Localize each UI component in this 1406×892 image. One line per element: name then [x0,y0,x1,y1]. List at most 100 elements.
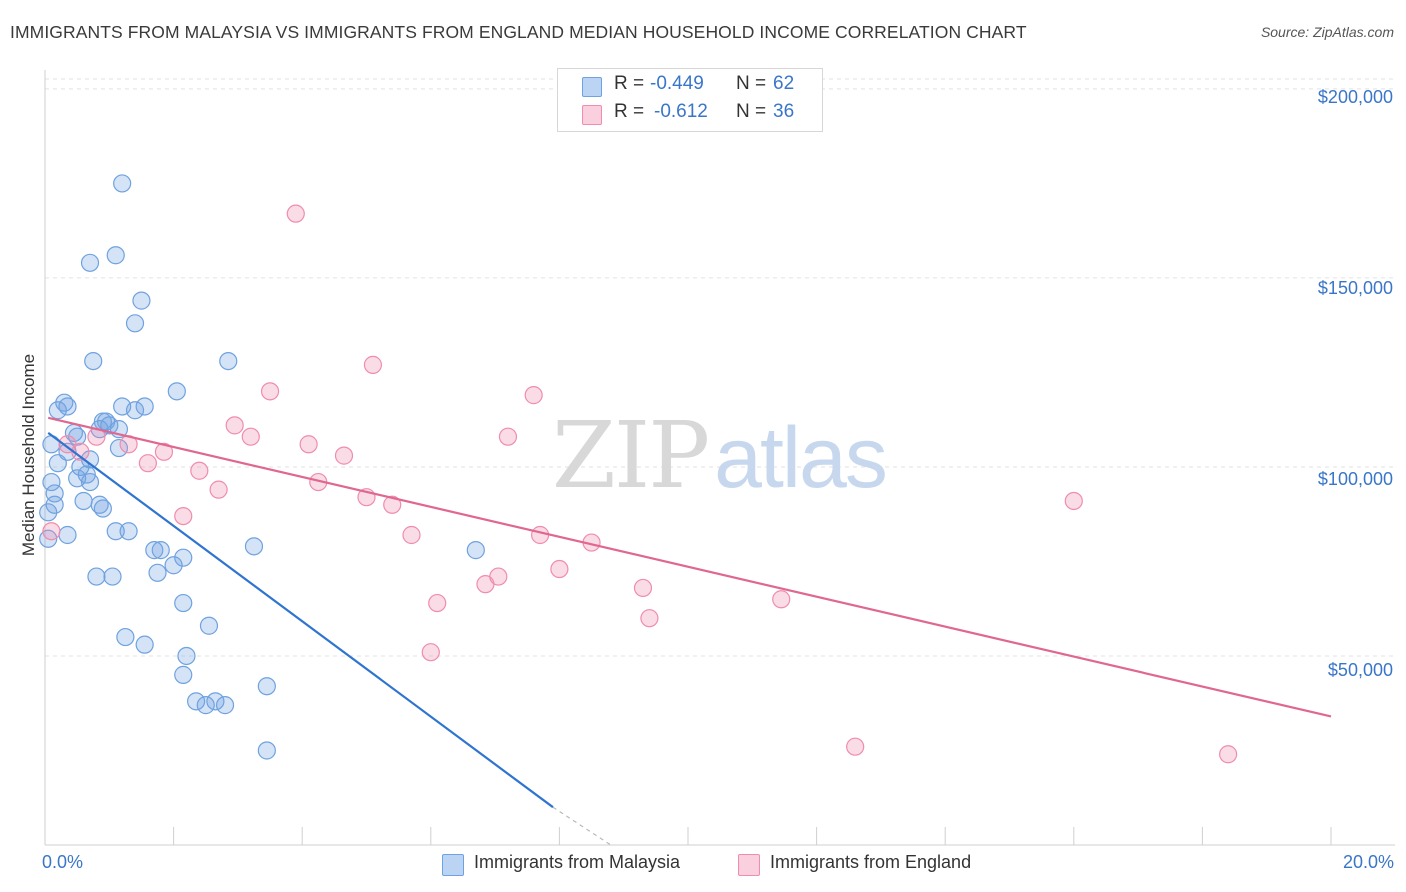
data-point [244,537,264,556]
data-point [154,442,174,461]
data-point [148,563,167,582]
data-point [42,522,61,541]
data-point [119,522,138,541]
data-point [524,386,543,405]
y-axis-label: Median Household Income [19,353,38,557]
data-point [80,253,100,272]
stats-r-label: R = [614,73,645,94]
data-point [125,401,145,420]
stats-r-value: -0.612 [654,101,708,122]
data-point [383,495,402,514]
data-point [45,484,64,503]
data-point [846,737,865,756]
stats-n-value: 36 [773,101,795,122]
chart-title: IMMIGRANTS FROM MALAYSIA VS IMMIGRANTS F… [10,22,1027,42]
stats-n-label: N = [736,101,767,122]
y-tick-label: $50,000 [1327,660,1393,680]
trend-line-extension [552,806,612,846]
data-point [113,174,132,193]
data-point [132,291,151,310]
data-point [772,590,791,609]
data-point [466,541,485,560]
y-tick-label: $150,000 [1317,278,1393,298]
data-point [135,397,154,416]
data-point [199,616,219,635]
stats-r-label: R = [614,101,645,122]
data-point [135,635,154,654]
data-point [42,435,61,454]
x-tick-label-min: 0.0% [42,852,84,872]
legend-label: Immigrants from England [770,852,972,872]
data-point [206,692,225,711]
data-point [363,355,383,374]
data-point [334,446,354,465]
data-point [100,416,119,435]
data-point [80,450,100,469]
data-point [138,454,157,473]
data-point [103,567,122,586]
watermark-atlas: atlas [714,410,888,506]
data-point [84,351,103,371]
data-point [125,314,145,333]
data-point [421,643,440,662]
data-point [174,548,193,567]
stats-r-value: -0.449 [650,73,704,94]
x-tick-label-max: 20.0% [1342,852,1394,872]
trend-line [47,432,554,809]
data-point [196,696,215,715]
data-point [58,525,77,545]
data-point [106,246,125,265]
data-point [48,454,67,473]
data-point [531,525,550,545]
data-point [402,525,421,545]
data-point [58,397,77,416]
data-point [1064,491,1083,511]
data-point [219,351,238,371]
stats-legend: R = -0.449 N = 62 R = -0.612 N = 36 [557,68,823,132]
watermark: ZIPatlas [552,402,888,509]
data-point [68,427,87,446]
data-point [151,541,170,560]
data-point [164,556,183,575]
data-point [428,593,447,613]
data-point [187,692,206,711]
legend-label: Immigrants from Malaysia [474,852,681,872]
data-point [633,578,653,598]
data-point [550,559,569,579]
data-point [1219,745,1238,764]
data-point [225,416,244,435]
malaysia-swatch-icon [582,77,602,97]
data-point [174,506,193,526]
trend-line [47,416,1332,718]
data-point [257,741,276,760]
data-point [299,435,318,454]
stats-n-label: N = [736,73,767,94]
england-swatch-icon [582,105,602,125]
y-tick-label: $100,000 [1317,469,1393,489]
data-point [48,401,67,420]
data-point [241,427,260,446]
data-point [209,480,228,499]
data-point [640,609,659,628]
data-point [116,627,135,647]
data-point [260,382,280,401]
chart-source: Source: ZipAtlas.com [1260,24,1394,40]
data-point [167,382,186,401]
data-point [174,665,193,684]
data-point [77,465,96,484]
data-point [87,567,106,586]
data-point [39,503,58,522]
y-tick-label: $200,000 [1317,87,1393,107]
data-point [71,457,90,477]
england-legend-icon [738,854,760,876]
data-point [106,522,125,541]
data-point [476,575,495,594]
data-point [286,204,305,223]
data-point [177,646,196,666]
data-point [145,541,164,560]
malaysia-legend-icon [442,854,464,876]
data-point [174,593,193,613]
stats-n-value: 62 [773,73,795,94]
data-point [74,491,93,511]
